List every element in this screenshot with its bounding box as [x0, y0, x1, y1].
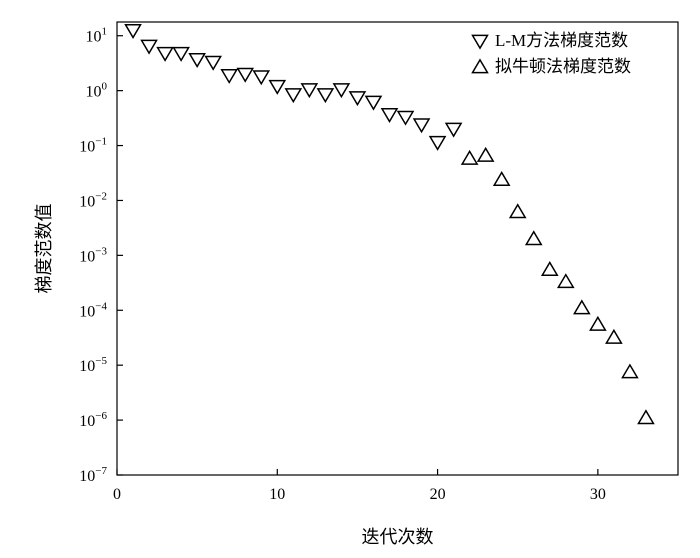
plot-frame	[116, 21, 679, 476]
data-point	[156, 46, 174, 62]
data-point	[268, 79, 287, 95]
legend-marker	[471, 34, 489, 50]
data-point	[332, 83, 351, 99]
data-point	[124, 24, 142, 40]
data-point	[444, 122, 463, 138]
data-point	[140, 39, 158, 55]
data-point	[396, 110, 415, 126]
data-point	[492, 170, 511, 186]
axis-ticks: 0 10 20 30 10−7 10−6 10−5 10−4 10−3 10−2 10−1 100 10…	[79, 26, 606, 503]
data-point	[637, 409, 655, 425]
data-point	[300, 83, 319, 99]
y-tick-label: 10−4	[79, 300, 107, 320]
legend-label: L-M方法梯度范数	[495, 31, 628, 50]
data-point	[589, 315, 607, 331]
data-point	[540, 261, 559, 276]
data-point	[236, 67, 255, 83]
data-point	[605, 328, 623, 344]
y-tick-label: 10−7	[79, 465, 107, 485]
x-tick-label: 30	[590, 486, 606, 503]
data-point	[573, 299, 591, 315]
series-1	[124, 24, 463, 151]
data-point	[380, 107, 399, 123]
data-point	[524, 230, 543, 246]
data-point	[428, 135, 447, 151]
data-point	[220, 68, 239, 84]
data-point	[508, 203, 527, 219]
data-point	[284, 88, 303, 104]
data-point	[316, 88, 335, 104]
y-tick-label: 101	[86, 26, 108, 46]
data-point	[172, 46, 190, 62]
data-point	[412, 118, 431, 134]
x-tick-label: 0	[113, 486, 121, 503]
legend-marker	[471, 58, 489, 74]
data-point	[556, 273, 575, 289]
y-tick-label: 10−6	[79, 410, 107, 430]
y-axis-label: 梯度范数值	[34, 204, 54, 294]
data-point	[364, 95, 383, 111]
y-tick-label: 100	[86, 81, 108, 101]
data-point	[252, 70, 271, 86]
data-point	[188, 53, 206, 69]
data-point	[621, 363, 639, 379]
data-point	[348, 91, 367, 107]
x-tick-label: 10	[269, 486, 285, 503]
data-points	[124, 24, 655, 425]
data-point	[460, 149, 479, 165]
x-tick-label: 20	[430, 486, 446, 503]
y-tick-label: 10−5	[79, 355, 107, 375]
x-axis-label: 迭代次数	[362, 527, 434, 547]
y-tick-label: 10−2	[79, 190, 107, 210]
data-point	[476, 146, 495, 162]
legend-label: 拟牛顿法梯度范数	[495, 57, 631, 76]
series-2	[460, 146, 655, 425]
y-tick-label: 10−1	[79, 136, 107, 156]
axes	[116, 21, 679, 476]
y-tick-label: 10−3	[79, 245, 107, 265]
data-point	[204, 55, 222, 71]
